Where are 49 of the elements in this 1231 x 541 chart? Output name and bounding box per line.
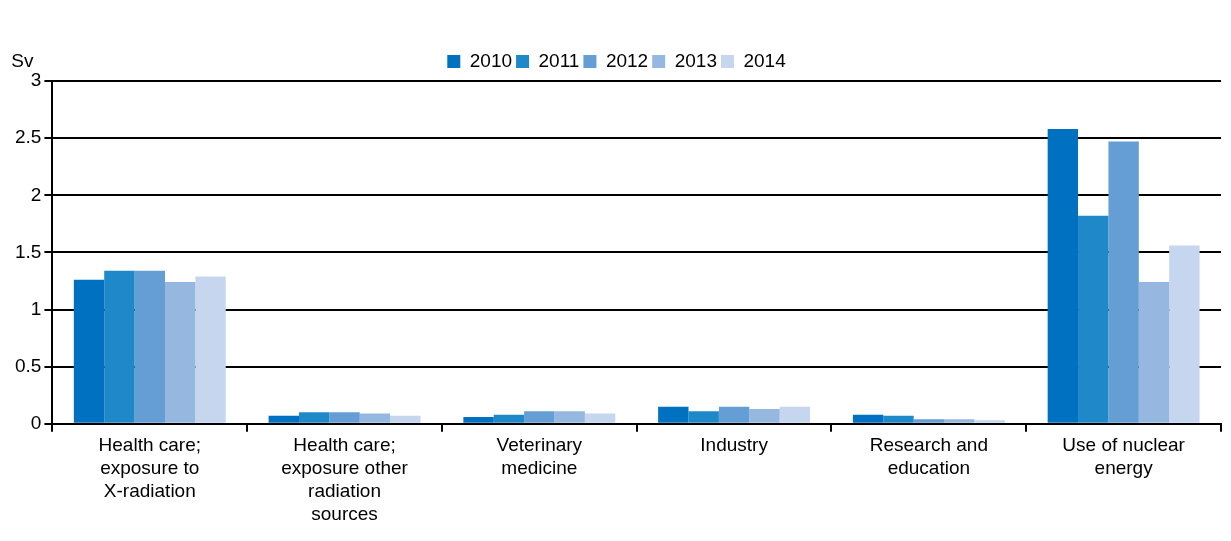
- legend-label: 2014: [743, 49, 787, 71]
- bar: [73, 279, 105, 423]
- bar: [749, 408, 780, 423]
- bar: [1108, 141, 1139, 423]
- bar: [390, 415, 421, 423]
- bar: [104, 270, 135, 423]
- bar: [195, 276, 226, 423]
- y-tick-label: 3: [30, 69, 42, 91]
- bar: [779, 406, 811, 423]
- bar: [298, 412, 330, 423]
- bar: [134, 270, 165, 423]
- y-tick-label: 0.5: [14, 354, 42, 376]
- bar: [883, 415, 914, 423]
- x-tick-label: Research and education: [869, 434, 988, 479]
- bar: [329, 412, 360, 423]
- x-tick-label: Use of nuclear energy: [1062, 434, 1186, 479]
- bar: [1138, 282, 1170, 423]
- bar: [493, 414, 525, 423]
- x-tick-label: Health care; exposure to X-radiation: [98, 434, 202, 502]
- bar: [1078, 215, 1109, 423]
- bar: [974, 420, 1005, 423]
- y-tick-label: 2.5: [14, 126, 42, 148]
- bar: [359, 413, 391, 423]
- x-tick-label: Industry: [700, 434, 769, 456]
- bar: [584, 413, 616, 423]
- legend-label: 2011: [538, 49, 580, 71]
- bar: [554, 411, 585, 423]
- bar: [463, 416, 494, 423]
- x-tick-label: Veterinary medicine: [496, 434, 583, 479]
- y-tick-label: 1: [30, 297, 42, 319]
- bar: [718, 406, 750, 423]
- y-tick-label: 2: [30, 183, 42, 205]
- y-tick-label: 1.5: [14, 240, 42, 262]
- bar: [268, 415, 299, 423]
- y-tick-label: 0: [30, 412, 42, 434]
- bar: [688, 411, 719, 423]
- bar: [852, 414, 884, 423]
- bar: [913, 419, 945, 423]
- legend-label: 2013: [674, 49, 717, 71]
- bar: [524, 411, 555, 423]
- x-tick-label: Health care; exposure other radiation sources: [281, 434, 409, 524]
- bar: [164, 282, 196, 423]
- legend-label: 2010: [469, 49, 513, 71]
- bar: [1169, 245, 1200, 423]
- bar: [944, 419, 975, 423]
- bar: [658, 406, 689, 423]
- bar: [1047, 128, 1079, 423]
- y-axis-title: Sv: [11, 49, 34, 71]
- legend-label: 2012: [605, 49, 649, 71]
